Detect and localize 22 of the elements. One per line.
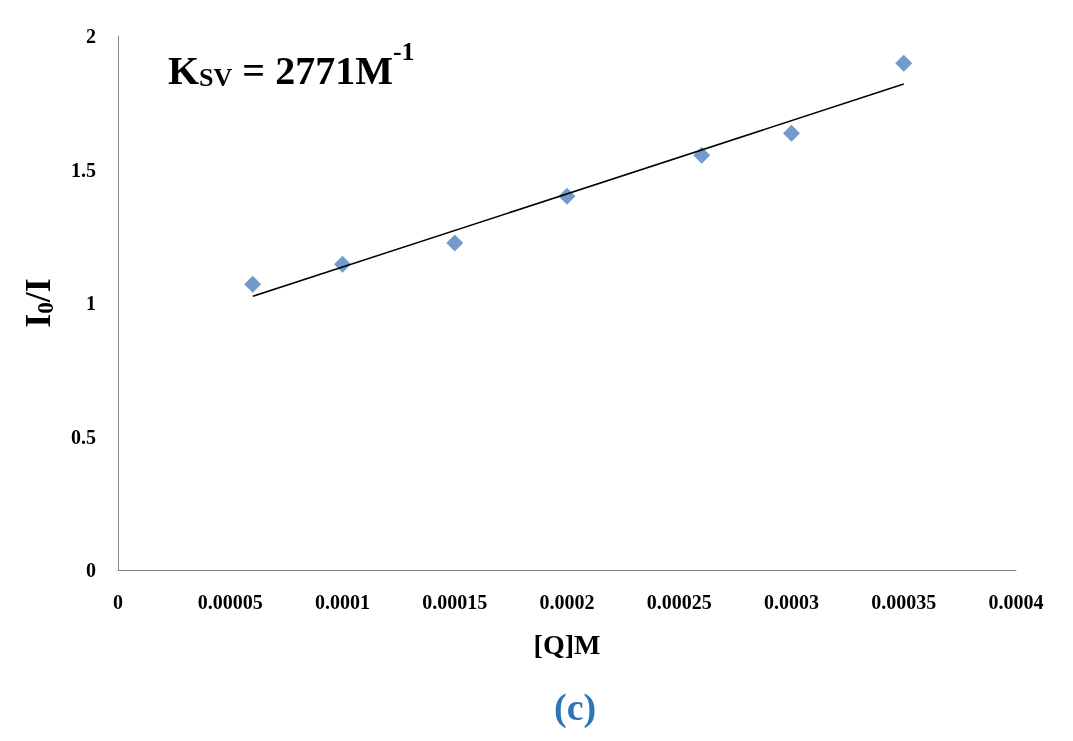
text: (c) xyxy=(554,686,597,729)
y-axis-title: I0/I xyxy=(18,278,58,328)
y-tick-label: 1 xyxy=(86,292,96,314)
x-tick-label: 0.00015 xyxy=(422,591,488,613)
x-tick-label: 0.00025 xyxy=(646,591,712,613)
y-tick-label: 0 xyxy=(86,559,96,581)
x-tick-label: 0.00035 xyxy=(871,591,937,613)
x-tick-label: 0.0002 xyxy=(539,591,595,613)
point xyxy=(895,54,913,72)
x-tick-label: 0.00005 xyxy=(197,591,263,613)
x-tick-label: 0.0003 xyxy=(764,591,819,613)
point xyxy=(783,124,800,142)
x-tick-label: 0 xyxy=(113,591,123,613)
x-axis-title: [Q]M xyxy=(533,628,601,660)
x-tick-label: 0.0001 xyxy=(315,591,370,613)
y-tick-label: 0.5 xyxy=(71,425,96,448)
point xyxy=(446,234,464,252)
point xyxy=(693,146,711,164)
y-tick-label: 1.5 xyxy=(71,158,96,181)
point xyxy=(244,275,262,293)
x-tick-label: 0.0004 xyxy=(988,591,1044,613)
y-tick-label: 2 xyxy=(86,25,96,47)
